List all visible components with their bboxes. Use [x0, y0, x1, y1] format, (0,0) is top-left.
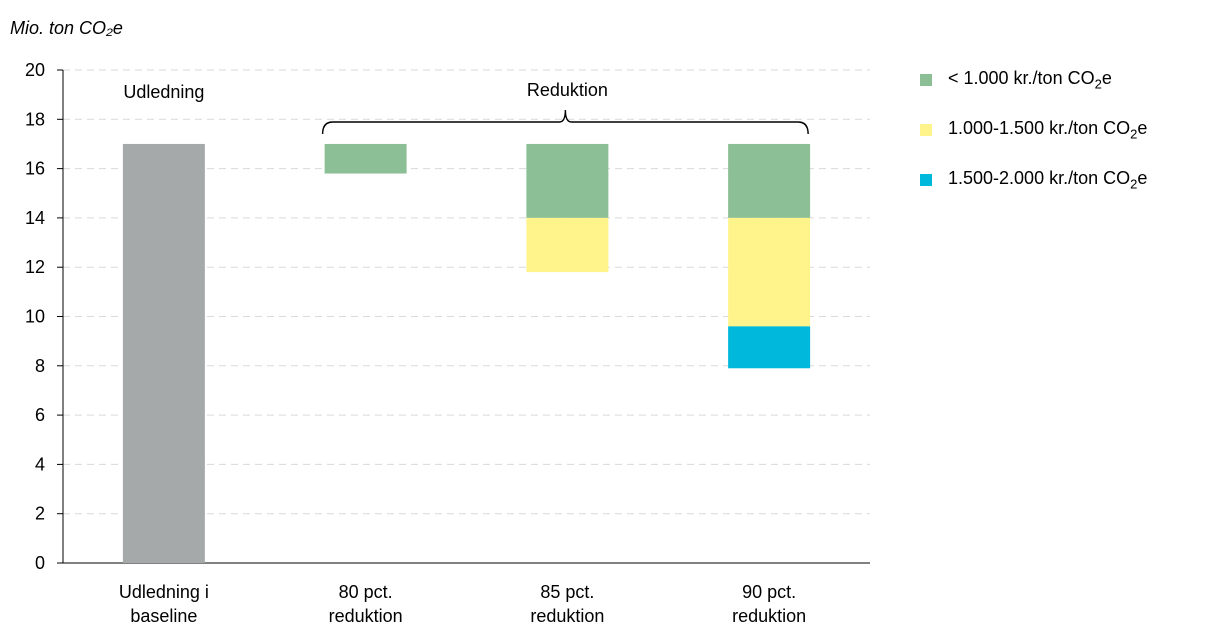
y-tick-label: 6: [35, 405, 45, 425]
bar-segment-low: [526, 143, 609, 218]
bar-segment-high: [728, 326, 811, 369]
bar-segment-mid: [526, 217, 609, 273]
legend-label-low: < 1.000 kr./ton CO2e: [948, 68, 1112, 92]
legend-item-low: < 1.000 kr./ton CO2e: [918, 68, 1147, 92]
legend-item-mid: 1.000-1.500 kr./ton CO2e: [918, 118, 1147, 142]
x-tick-label: 80 pct.: [339, 582, 393, 602]
bar-segment-low: [728, 143, 811, 218]
annotation-udledning: Udledning: [123, 82, 204, 102]
bar-baseline: [122, 143, 205, 563]
bar-segment-mid: [728, 217, 811, 327]
legend: < 1.000 kr./ton CO2e 1.000-1.500 kr./ton…: [918, 68, 1147, 218]
y-tick-label: 0: [35, 553, 45, 573]
reduktion-bracket: [321, 109, 809, 135]
x-tick-label: 90 pct.: [742, 582, 796, 602]
bar-segment-low: [324, 143, 407, 174]
y-tick-label: 20: [25, 60, 45, 80]
y-tick-label: 2: [35, 504, 45, 524]
x-tick-label: reduktion: [329, 606, 403, 626]
x-tick-label: reduktion: [732, 606, 806, 626]
legend-item-high: 1.500-2.000 kr./ton CO2e: [918, 168, 1147, 192]
y-tick-label: 4: [35, 454, 45, 474]
y-tick-label: 12: [25, 257, 45, 277]
x-tick-label: 85 pct.: [540, 582, 594, 602]
y-axis-title: Mio. ton CO₂e: [10, 18, 123, 38]
y-tick-label: 8: [35, 356, 45, 376]
x-tick-label: Udledning i: [119, 582, 209, 602]
legend-label-mid: 1.000-1.500 kr./ton CO2e: [948, 118, 1148, 142]
y-tick-label: 14: [25, 208, 45, 228]
y-tick-label: 10: [25, 307, 45, 327]
legend-label-high: 1.500-2.000 kr./ton CO2e: [948, 168, 1148, 192]
y-tick-label: 18: [25, 109, 45, 129]
x-tick-label: baseline: [130, 606, 197, 626]
legend-swatch-low: [920, 74, 932, 86]
legend-swatch-high: [920, 174, 932, 186]
x-tick-label: reduktion: [530, 606, 604, 626]
legend-swatch-mid: [920, 124, 932, 136]
annotation-reduktion: Reduktion: [527, 80, 608, 100]
y-tick-label: 16: [25, 159, 45, 179]
